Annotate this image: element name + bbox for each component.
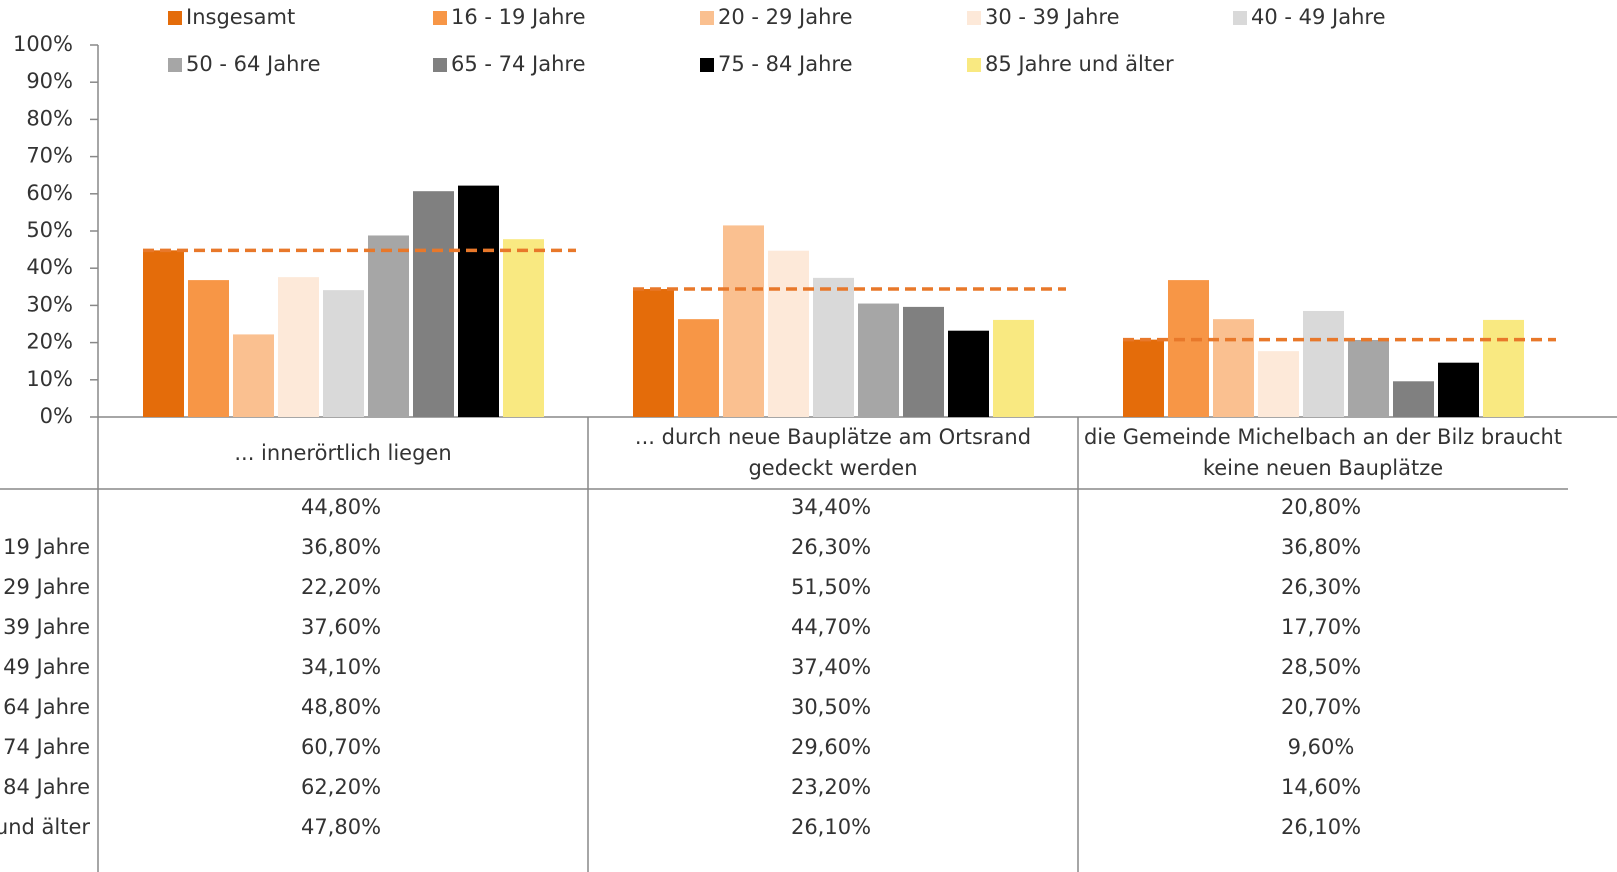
table-value: 17,70%	[1281, 615, 1361, 639]
legend-label: Insgesamt	[186, 5, 295, 29]
bar	[503, 239, 544, 417]
y-tick-label: 70%	[26, 144, 73, 168]
y-tick-label: 30%	[26, 292, 73, 316]
table-value: 20,70%	[1281, 695, 1361, 719]
table-value: 44,80%	[301, 495, 381, 519]
row-label: 20 - 29 Jahre	[0, 575, 90, 599]
row-label: 16 - 19 Jahre	[0, 535, 90, 559]
table-value: 30,50%	[791, 695, 871, 719]
table-value: 60,70%	[301, 735, 381, 759]
row-label: 65 - 74 Jahre	[0, 735, 90, 759]
y-tick-label: 60%	[26, 181, 73, 205]
table-value: 26,10%	[1281, 815, 1361, 839]
bar	[678, 319, 719, 417]
category-label: ... durch neue Bauplätze am Ortsrand ged…	[634, 425, 1032, 480]
row-label: 30 - 39 Jahre	[0, 615, 90, 639]
row-label: 85 Jahre und älter	[0, 815, 90, 839]
row-label: 40 - 49 Jahre	[0, 655, 90, 679]
y-tick-label: 50%	[26, 218, 73, 242]
bar	[278, 277, 319, 417]
bar	[1483, 319, 1524, 417]
bar	[323, 290, 364, 417]
table-value: 28,50%	[1281, 655, 1361, 679]
bar	[1438, 362, 1479, 417]
legend-swatch	[967, 58, 981, 72]
bar	[993, 319, 1034, 417]
bar	[1258, 351, 1299, 417]
table-value: 48,80%	[301, 695, 381, 719]
bar	[1123, 339, 1164, 417]
legend-swatch	[700, 58, 714, 72]
legend-swatch	[168, 11, 182, 25]
row-label: 50 - 64 Jahre	[0, 695, 90, 719]
legend-swatch	[433, 58, 447, 72]
bar	[948, 330, 989, 417]
bar	[768, 250, 809, 417]
legend-label: 40 - 49 Jahre	[1251, 5, 1386, 29]
bar	[188, 280, 229, 417]
bar	[1303, 310, 1344, 417]
legend-swatch	[967, 11, 981, 25]
y-tick-label: 20%	[26, 330, 73, 354]
bar	[723, 225, 764, 417]
bar	[458, 185, 499, 417]
legend-label: 20 - 29 Jahre	[718, 5, 853, 29]
table-value: 37,40%	[791, 655, 871, 679]
legend-swatch	[1233, 11, 1247, 25]
table-value: 62,20%	[301, 775, 381, 799]
y-tick-label: 40%	[26, 255, 73, 279]
bar	[368, 235, 409, 417]
y-tick-label: 10%	[26, 367, 73, 391]
bar	[903, 306, 944, 417]
legend-label: 75 - 84 Jahre	[718, 52, 853, 76]
legend-label: 16 - 19 Jahre	[451, 5, 586, 29]
row-label: 75 - 84 Jahre	[0, 775, 90, 799]
table-value: 51,50%	[791, 575, 871, 599]
table-value: 23,20%	[791, 775, 871, 799]
table-value: 20,80%	[1281, 495, 1361, 519]
table-value: 29,60%	[791, 735, 871, 759]
table-value: 14,60%	[1281, 775, 1361, 799]
y-tick-label: 100%	[13, 32, 73, 56]
legend-label: 30 - 39 Jahre	[985, 5, 1120, 29]
table-value: 36,80%	[301, 535, 381, 559]
bar	[143, 250, 184, 417]
table-value: 22,20%	[301, 575, 381, 599]
legend-label: 65 - 74 Jahre	[451, 52, 586, 76]
table-value: 34,40%	[791, 495, 871, 519]
bar	[233, 334, 274, 417]
y-tick-label: 0%	[40, 404, 73, 428]
category-label: ... innerörtlich liegen	[234, 440, 452, 465]
table-value: 26,30%	[1281, 575, 1361, 599]
table-value: 44,70%	[791, 615, 871, 639]
bar	[633, 289, 674, 417]
table-value: 37,60%	[301, 615, 381, 639]
bar	[813, 277, 854, 417]
table-value: 36,80%	[1281, 535, 1361, 559]
y-tick-label: 80%	[26, 106, 73, 130]
legend-swatch	[700, 11, 714, 25]
bar	[1168, 280, 1209, 417]
table-value: 47,80%	[301, 815, 381, 839]
bar	[1393, 381, 1434, 417]
table-value: 26,10%	[791, 815, 871, 839]
table-value: 9,60%	[1288, 735, 1355, 759]
category-label: die Gemeinde Michelbach an der Bilz brau…	[1083, 425, 1563, 480]
table-value: 26,30%	[791, 535, 871, 559]
bar	[858, 303, 899, 417]
legend-label: 50 - 64 Jahre	[186, 52, 321, 76]
bar	[413, 191, 454, 417]
legend-swatch	[168, 58, 182, 72]
table-value: 34,10%	[301, 655, 381, 679]
legend-swatch	[433, 11, 447, 25]
bar	[1348, 339, 1389, 417]
legend-label: 85 Jahre und älter	[985, 52, 1174, 76]
y-tick-label: 90%	[26, 69, 73, 93]
bar	[1213, 319, 1254, 417]
